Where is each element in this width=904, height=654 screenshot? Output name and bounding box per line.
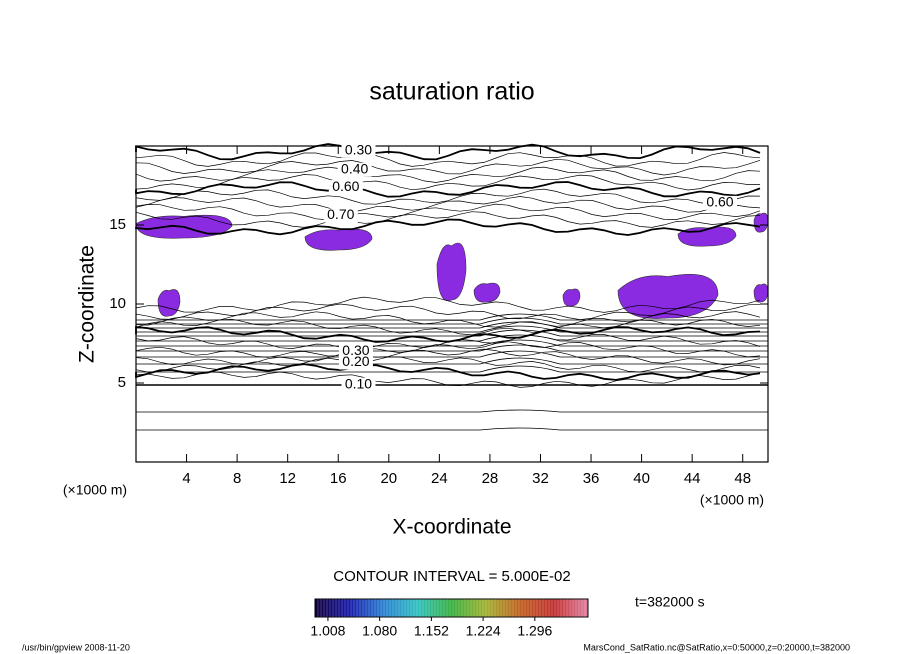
time-label: t=382000 s: [635, 594, 705, 610]
contour-label: 0.20: [342, 353, 369, 369]
contour-line: [135, 174, 761, 191]
x-tick-label: 40: [633, 470, 650, 487]
footer-right: MarsCond_SatRatio.nc@SatRatio,x=0:50000,…: [583, 642, 850, 652]
contour-label: 0.30: [345, 141, 372, 157]
chart-title: saturation ratio: [369, 78, 534, 106]
contour-line: [135, 211, 761, 228]
contour-line: [135, 341, 761, 358]
contour-label-bg: [323, 208, 358, 223]
contour-line: [136, 365, 768, 373]
x-tick-label: 12: [279, 470, 296, 487]
contour-label-bg: [337, 162, 372, 177]
contour-line: [135, 158, 761, 176]
contour-line: [135, 371, 761, 388]
contour-label-bg: [338, 355, 373, 370]
shaded-region: [753, 283, 769, 303]
contour-line: [135, 203, 761, 221]
contour-line: [135, 363, 761, 381]
contour-label: 0.10: [345, 375, 372, 391]
x-tick-label: 48: [734, 470, 751, 487]
colorbar-tick-label: 1.152: [414, 623, 449, 639]
contour-line: [136, 317, 768, 325]
contour-line: [135, 181, 761, 198]
colorbar-tick-label: 1.080: [362, 623, 397, 639]
contour-line: [135, 296, 761, 313]
contour-line: [135, 196, 761, 213]
contour-label-bg: [341, 143, 376, 158]
contour-label: 0.60: [332, 178, 359, 194]
x-axis-label: X-coordinate: [392, 516, 511, 539]
contour-line: [135, 326, 761, 343]
contour-line: [135, 143, 761, 161]
contour-line: [136, 427, 768, 431]
x-tick-label: 16: [330, 470, 347, 487]
contour-label: 0.60: [706, 194, 733, 210]
contour-interval: CONTOUR INTERVAL = 5.000E-02: [333, 568, 570, 585]
contour-line: [136, 313, 768, 321]
colorbar-tick-label: 1.008: [310, 623, 345, 639]
contour-line: [136, 357, 768, 365]
shaded-region: [562, 288, 581, 307]
contour-line: [135, 348, 761, 366]
contour-label-bg: [328, 180, 363, 195]
contour-line: [135, 303, 761, 320]
contour-label: 0.40: [341, 160, 368, 176]
contour-label: 0.30: [342, 342, 369, 358]
x-tick-label: 44: [684, 470, 701, 487]
contour-line: [135, 188, 761, 205]
x-tick-label: 32: [532, 470, 549, 487]
colorbar: [314, 598, 589, 618]
contour-line: [135, 152, 761, 167]
x-tick-label: 8: [233, 470, 241, 487]
shaded-region: [304, 228, 373, 251]
y-tick-label: 10: [109, 295, 126, 312]
contour-label-bg: [702, 195, 737, 210]
contour-line: [135, 311, 761, 328]
y-tick-label: 5: [118, 374, 126, 391]
contour-line: [135, 356, 761, 373]
contour-label-bg: [341, 377, 376, 392]
contour-line: [135, 318, 761, 336]
contour-line: [136, 325, 768, 333]
x-unit: (×1000 m): [700, 492, 764, 508]
x-tick-label: 20: [380, 470, 397, 487]
contour-line: [135, 334, 761, 351]
colorbar-tick-label: 1.296: [517, 623, 552, 639]
footer-left: /usr/bin/gpview 2008-11-20: [22, 642, 130, 652]
contour-line: [136, 350, 768, 358]
contour-line: [136, 344, 768, 352]
x-tick-label: 4: [182, 470, 190, 487]
shaded-region: [157, 289, 181, 317]
y-axis-label: Z-coordinate: [76, 245, 99, 363]
y-tick-label: 15: [109, 216, 126, 233]
contour-line: [136, 334, 768, 342]
contour-line: [135, 218, 761, 236]
x-tick-label: 28: [482, 470, 499, 487]
shaded-region: [436, 242, 467, 302]
x-tick-label: 36: [583, 470, 600, 487]
contour-label: 0.70: [327, 206, 354, 222]
contour-layer: [135, 143, 768, 431]
shaded-region: [473, 282, 501, 303]
y-unit: (×1000 m): [63, 482, 127, 498]
x-tick-label: 24: [431, 470, 448, 487]
contour-line: [136, 409, 768, 413]
contour-label-bg: [338, 344, 373, 359]
colorbar-tick-label: 1.224: [466, 623, 501, 639]
